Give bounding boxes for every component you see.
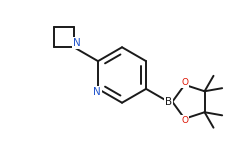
Text: O: O (181, 116, 188, 125)
Text: B: B (165, 97, 172, 107)
Text: O: O (181, 78, 188, 87)
Text: N: N (73, 38, 81, 48)
Text: N: N (93, 87, 101, 97)
